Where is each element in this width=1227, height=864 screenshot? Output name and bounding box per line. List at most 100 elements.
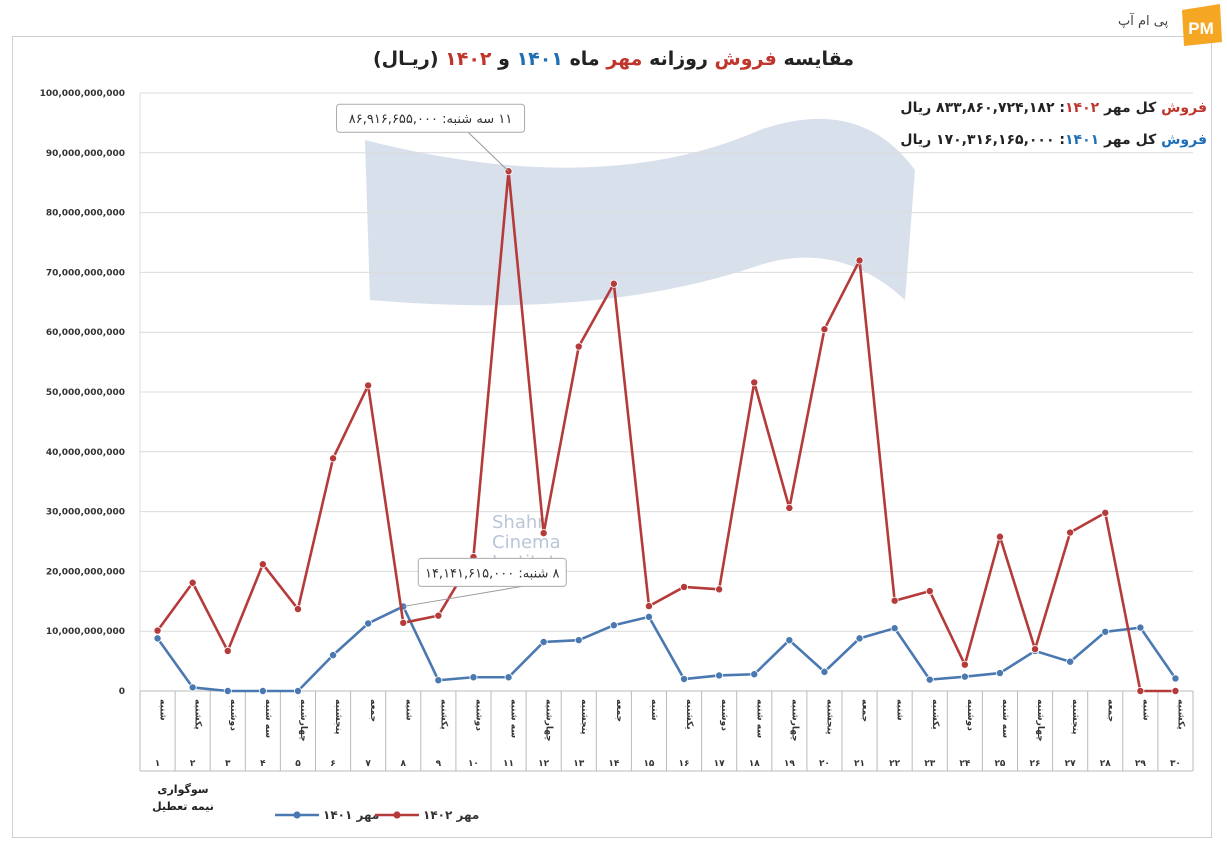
data-point bbox=[680, 582, 689, 591]
x-day-label: ۲۸ bbox=[1100, 759, 1111, 769]
data-point bbox=[188, 578, 197, 587]
x-weekday-label: سه شنبه bbox=[754, 699, 764, 738]
data-point bbox=[434, 611, 443, 620]
x-weekday-label: جمعه bbox=[1105, 699, 1115, 722]
x-day-label: ۵ bbox=[295, 759, 301, 769]
data-point bbox=[364, 381, 373, 390]
x-weekday-label: چهارشنبه bbox=[789, 699, 799, 742]
x-weekday-label: دوشنبه bbox=[473, 699, 483, 731]
mourning-note: سوگواری نیمه تعطیل bbox=[152, 783, 214, 813]
x-day-label: ۹ bbox=[436, 759, 442, 769]
y-tick-label: 50,000,000,000 bbox=[46, 388, 125, 398]
film-strip-watermark bbox=[365, 118, 915, 306]
data-point bbox=[925, 675, 934, 684]
data-point bbox=[1136, 687, 1145, 696]
x-day-label: ۷ bbox=[365, 759, 371, 769]
x-weekday-label: یکشنبه bbox=[684, 699, 694, 730]
data-point bbox=[293, 687, 302, 696]
x-day-label: ۱۰ bbox=[468, 759, 479, 769]
x-weekday-label: پنجشنبه bbox=[824, 699, 834, 735]
data-point bbox=[995, 532, 1004, 541]
data-point bbox=[574, 342, 583, 351]
x-day-label: ۱۷ bbox=[714, 759, 725, 769]
x-weekday-label: شنبه bbox=[158, 699, 168, 721]
x-weekday-label: شنبه bbox=[649, 699, 659, 721]
y-tick-label: 0 bbox=[119, 687, 125, 697]
x-day-label: ۲۴ bbox=[959, 759, 970, 769]
data-point bbox=[574, 636, 583, 645]
x-weekday-label: چهارشنبه bbox=[1035, 699, 1045, 742]
y-tick-label: 70,000,000,000 bbox=[46, 268, 125, 278]
callout-leader bbox=[403, 585, 522, 607]
data-point bbox=[153, 626, 162, 635]
x-day-label: ۱۱ bbox=[503, 759, 514, 769]
data-point bbox=[960, 660, 969, 669]
data-point bbox=[785, 504, 794, 513]
svg-text:Shahr: Shahr bbox=[492, 512, 545, 533]
callout-text: ۸ شنبه: ۱۴,۱۴۱,۶۱۵,۰۰۰ bbox=[425, 566, 560, 581]
data-point bbox=[609, 279, 618, 288]
x-weekday-label: جمعه bbox=[368, 699, 378, 722]
data-point bbox=[469, 673, 478, 682]
data-point bbox=[1101, 627, 1110, 636]
data-point bbox=[1101, 508, 1110, 517]
x-day-label: ۲۲ bbox=[889, 759, 900, 769]
data-point bbox=[223, 646, 232, 655]
data-point bbox=[223, 687, 232, 696]
data-point bbox=[820, 325, 829, 334]
series-line-1 bbox=[156, 169, 1176, 693]
data-point bbox=[258, 687, 267, 696]
x-weekday-label: شنبه bbox=[895, 699, 905, 721]
x-day-label: ۱۲ bbox=[538, 759, 549, 769]
chart-frame bbox=[12, 36, 1212, 838]
data-point bbox=[750, 670, 759, 679]
legend-label: مهر ۱۴۰۱ bbox=[323, 808, 379, 822]
y-tick-label: 20,000,000,000 bbox=[46, 567, 125, 577]
y-tick-label: 60,000,000,000 bbox=[46, 328, 125, 338]
x-day-label: ۲۰ bbox=[819, 759, 830, 769]
data-point bbox=[188, 683, 197, 692]
x-day-label: ۱۶ bbox=[679, 759, 690, 769]
data-point bbox=[960, 672, 969, 681]
data-point bbox=[539, 637, 548, 646]
callout-box bbox=[417, 557, 567, 587]
data-point bbox=[434, 676, 443, 685]
data-point bbox=[1136, 623, 1145, 632]
x-weekday-label: جمعه bbox=[860, 699, 870, 722]
x-day-label: ۳ bbox=[225, 759, 231, 769]
data-point bbox=[399, 618, 408, 627]
callout-text: ۱۱ سه شنبه: ۸۶,۹۱۶,۶۵۵,۰۰۰ bbox=[349, 112, 513, 127]
x-day-label: ۴ bbox=[260, 759, 266, 769]
data-point bbox=[504, 673, 513, 682]
x-day-label: ۲۹ bbox=[1135, 759, 1146, 769]
x-day-label: ۲۶ bbox=[1030, 759, 1041, 769]
data-point bbox=[750, 378, 759, 387]
x-day-label: ۲۳ bbox=[924, 759, 935, 769]
x-weekday-label: پنجشنبه bbox=[333, 699, 343, 735]
data-point bbox=[644, 612, 653, 621]
x-weekday-label: دوشنبه bbox=[719, 699, 729, 731]
brand-text: پی ام آپ bbox=[1118, 14, 1169, 29]
pm-logo-text: PM bbox=[1188, 19, 1214, 38]
pm-logo-icon: PM bbox=[1182, 4, 1222, 46]
x-day-label: ۲ bbox=[190, 759, 196, 769]
x-weekday-label: پنجشنبه bbox=[579, 699, 589, 735]
x-weekday-label: شنبه bbox=[403, 699, 413, 721]
data-point bbox=[925, 587, 934, 596]
data-point bbox=[153, 634, 162, 643]
data-point bbox=[890, 596, 899, 605]
data-point bbox=[890, 624, 899, 633]
x-day-label: ۳۰ bbox=[1170, 759, 1181, 769]
x-day-label: ۱۳ bbox=[573, 759, 584, 769]
data-point bbox=[680, 675, 689, 684]
data-point bbox=[715, 585, 724, 594]
x-day-label: ۲۵ bbox=[994, 759, 1005, 769]
x-weekday-label: چهارشنبه bbox=[544, 699, 554, 742]
x-day-label: ۲۱ bbox=[854, 759, 865, 769]
x-weekday-label: چهارشنبه bbox=[298, 699, 308, 742]
total-1401: فروش کل مهر ۱۴۰۱: ۱۷۰,۳۱۶,۱۶۵,۰۰۰ ریال bbox=[900, 132, 1207, 148]
legend-marker bbox=[393, 811, 401, 819]
x-weekday-label: دوشنبه bbox=[965, 699, 975, 731]
x-weekday-label: سه شنبه bbox=[263, 699, 273, 738]
